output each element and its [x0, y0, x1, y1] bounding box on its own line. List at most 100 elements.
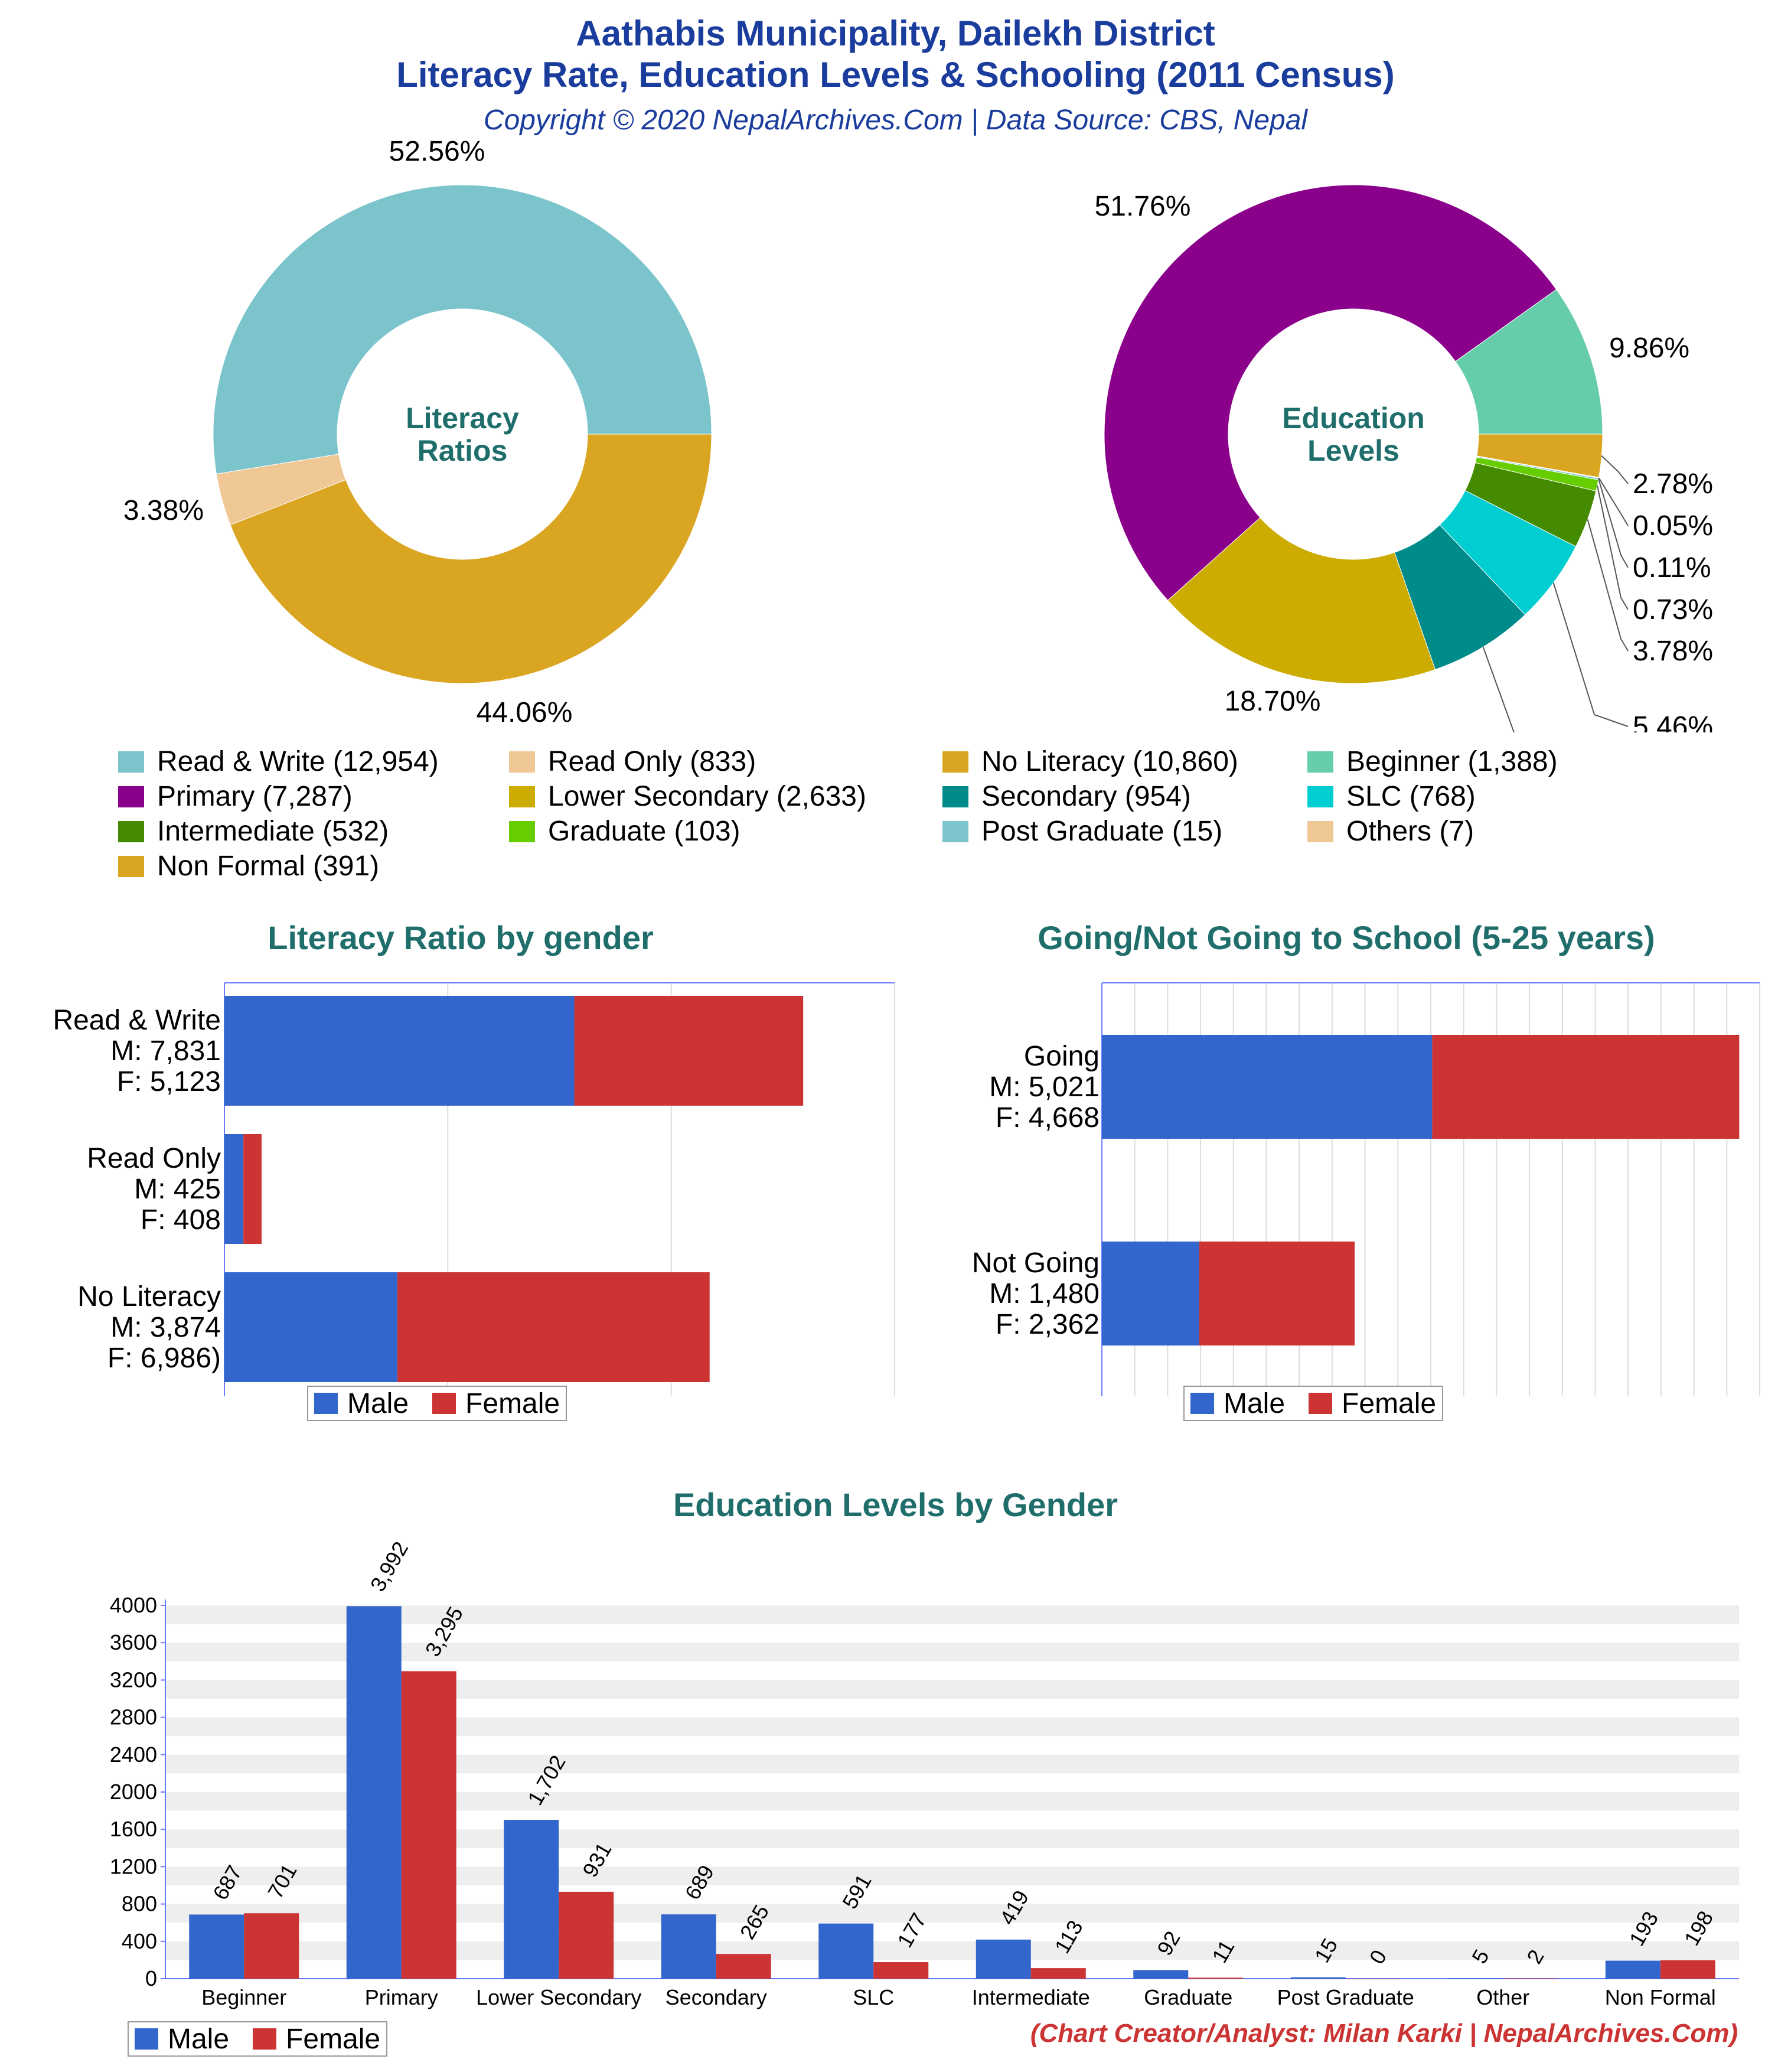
bar-male: [224, 996, 575, 1106]
slice-percent-label: 0.73%: [1633, 594, 1713, 625]
legend-swatch: [942, 820, 968, 842]
bar-male: [661, 1914, 716, 1979]
legend-label: Others (7): [1346, 816, 1474, 847]
bar-male: [1448, 1978, 1503, 1979]
bar-male: [818, 1923, 874, 1979]
donut-slice: [1104, 184, 1557, 601]
bar-value-label: 3,992: [366, 1537, 413, 1596]
bar-category-label: F: 2,362: [996, 1309, 1100, 1340]
bar-category-label: M: 425: [134, 1174, 221, 1205]
slice-percent-label: 52.56%: [389, 136, 485, 167]
donut-slice: [230, 434, 712, 684]
legend-item: Primary (7,287): [118, 780, 353, 813]
legend-item: Read & Write (12,954): [118, 745, 439, 778]
legend-item: Graduate (103): [509, 815, 740, 848]
legend-swatch: [942, 751, 968, 773]
leader-line: [1482, 646, 1515, 732]
legend-swatch: [1307, 786, 1333, 807]
bar-male: [1102, 1242, 1199, 1346]
slice-percent-label: 0.05%: [1633, 510, 1713, 542]
bar-male: [1133, 1970, 1189, 1979]
y-tick-label: 1600: [110, 1817, 157, 1841]
legend-item: Post Graduate (15): [942, 815, 1222, 848]
x-category-label: Intermediate: [972, 1985, 1090, 2009]
female-swatch: [1309, 1393, 1333, 1414]
x-category-label: Lower Secondary: [476, 1985, 641, 2009]
bar-male: [1290, 1977, 1346, 1979]
female-swatch: [253, 2028, 277, 2050]
bar-male: [1102, 1035, 1433, 1139]
female-legend-label: Female: [286, 2023, 381, 2055]
bar-category-label: Going: [1024, 1041, 1100, 1072]
x-category-label: Post Graduate: [1277, 1985, 1414, 2009]
bar-male: [189, 1914, 244, 1979]
legend-swatch: [118, 855, 144, 877]
donut-center-label: Literacy: [406, 402, 519, 435]
legend-label: Read & Write (12,954): [157, 746, 439, 777]
slice-percent-label: 18.70%: [1225, 686, 1321, 717]
legend-label: Lower Secondary (2,633): [548, 781, 866, 812]
y-tick-label: 2800: [110, 1705, 157, 1729]
bar-value-label: 11: [1207, 1936, 1239, 1967]
legend-swatch: [509, 820, 535, 842]
x-category-label: Secondary: [665, 1985, 767, 2009]
legend-swatch: [118, 786, 144, 807]
x-category-label: SLC: [853, 1985, 894, 2009]
slice-percent-label: 3.78%: [1633, 636, 1713, 667]
legend-item: Lower Secondary (2,633): [509, 780, 866, 813]
slice-percent-label: 2.78%: [1633, 468, 1713, 500]
bar-category-label: M: 3,874: [110, 1312, 221, 1343]
y-tick-label: 4000: [110, 1593, 157, 1617]
donut-slice: [1454, 289, 1603, 435]
slice-percent-label: 51.76%: [1095, 191, 1191, 222]
bar-male: [504, 1820, 559, 1979]
female-legend-label: Female: [1342, 1387, 1437, 1419]
bar-male: [224, 1134, 244, 1244]
legend-swatch: [118, 820, 144, 842]
education-levels-donut: 9.86%51.76%18.70%6.78%5.46%3.78%0.73%0.1…: [1095, 184, 1713, 732]
literacy-gender-legend: Male Female: [307, 1386, 567, 1421]
bar-female: [243, 1134, 262, 1244]
legend-item: SLC (768): [1307, 780, 1476, 813]
y-tick-label: 800: [122, 1892, 157, 1916]
bar-female: [397, 1272, 710, 1382]
bar-female: [1660, 1960, 1715, 1979]
legend-swatch: [509, 786, 535, 807]
legend-label: Primary (7,287): [157, 781, 353, 812]
bar-category-label: Read & Write: [53, 1005, 221, 1036]
slice-percent-label: 3.38%: [123, 495, 204, 526]
leader-line: [1552, 582, 1629, 727]
legend-swatch: [1307, 820, 1333, 842]
leader-line: [1587, 519, 1629, 651]
legend-label: Non Formal (391): [157, 851, 380, 882]
bar-male: [224, 1272, 398, 1382]
donut-slice: [1476, 434, 1603, 478]
bar-female: [244, 1913, 299, 1979]
legend-item: Read Only (833): [509, 745, 756, 778]
bar-category-label: Read Only: [87, 1143, 221, 1174]
chart-title-line2: Literacy Rate, Education Levels & School…: [396, 55, 1395, 95]
donut-center-label: Education: [1282, 402, 1425, 435]
bar-female: [1199, 1242, 1355, 1346]
y-tick-label: 0: [145, 1966, 157, 1990]
y-tick-label: 3200: [110, 1667, 157, 1692]
legend-label: Secondary (954): [981, 781, 1191, 812]
x-category-label: Beginner: [201, 1985, 286, 2009]
y-tick-label: 3600: [110, 1630, 157, 1654]
y-tick-label: 400: [122, 1929, 157, 1953]
bar-category-label: F: 5,123: [117, 1066, 221, 1097]
copyright-text: Copyright © 2020 NepalArchives.Com | Dat…: [483, 105, 1308, 136]
bar-category-label: Not Going: [972, 1247, 1100, 1279]
bar-female: [559, 1891, 614, 1979]
legend-item: Intermediate (532): [118, 815, 389, 848]
legend-item: No Literacy (10,860): [942, 745, 1238, 778]
slice-percent-label: 44.06%: [477, 697, 573, 728]
donut-center-label: Ratios: [417, 434, 508, 467]
grid-band: [165, 1643, 1739, 1661]
legend-label: Graduate (103): [548, 816, 740, 847]
leader-line: [1598, 478, 1629, 568]
donut-center-label: Levels: [1307, 434, 1399, 467]
bar-female: [1188, 1977, 1244, 1979]
